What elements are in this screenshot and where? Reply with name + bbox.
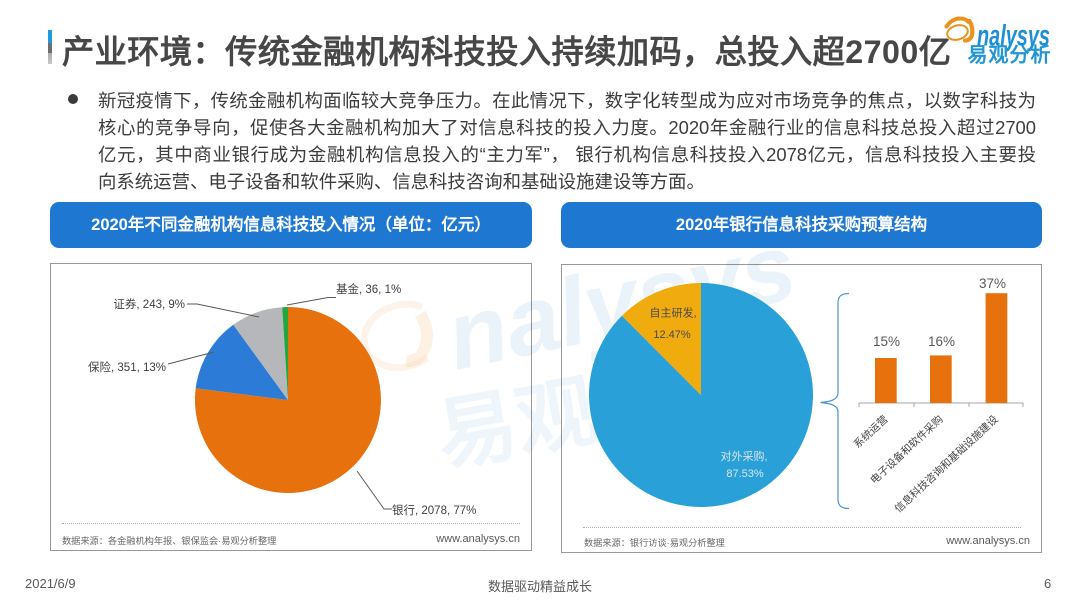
svg-text:12.47%: 12.47%	[653, 329, 691, 341]
svg-text:系统运营: 系统运营	[851, 413, 891, 451]
svg-text:银行, 2078, 77%: 银行, 2078, 77%	[392, 503, 476, 517]
svg-text:87.53%: 87.53%	[726, 468, 764, 480]
svg-text:易观分析: 易观分析	[968, 44, 1052, 67]
svg-text:37%: 37%	[979, 276, 1006, 291]
svg-text:16%: 16%	[928, 334, 955, 349]
svg-text:对外采购,: 对外采购,	[720, 449, 767, 463]
svg-text:15%: 15%	[873, 334, 900, 349]
svg-text:基金, 36, 1%: 基金, 36, 1%	[336, 282, 401, 296]
svg-text:信息科技咨询和基础设施建设: 信息科技咨询和基础设施建设	[892, 412, 1001, 515]
svg-text:nalysys: nalysys	[977, 20, 1050, 53]
svg-text:保险, 351, 13%: 保险, 351, 13%	[88, 360, 166, 374]
svg-text:自主研发,: 自主研发,	[649, 306, 696, 320]
svg-text:证券, 243, 9%: 证券, 243, 9%	[113, 297, 185, 311]
